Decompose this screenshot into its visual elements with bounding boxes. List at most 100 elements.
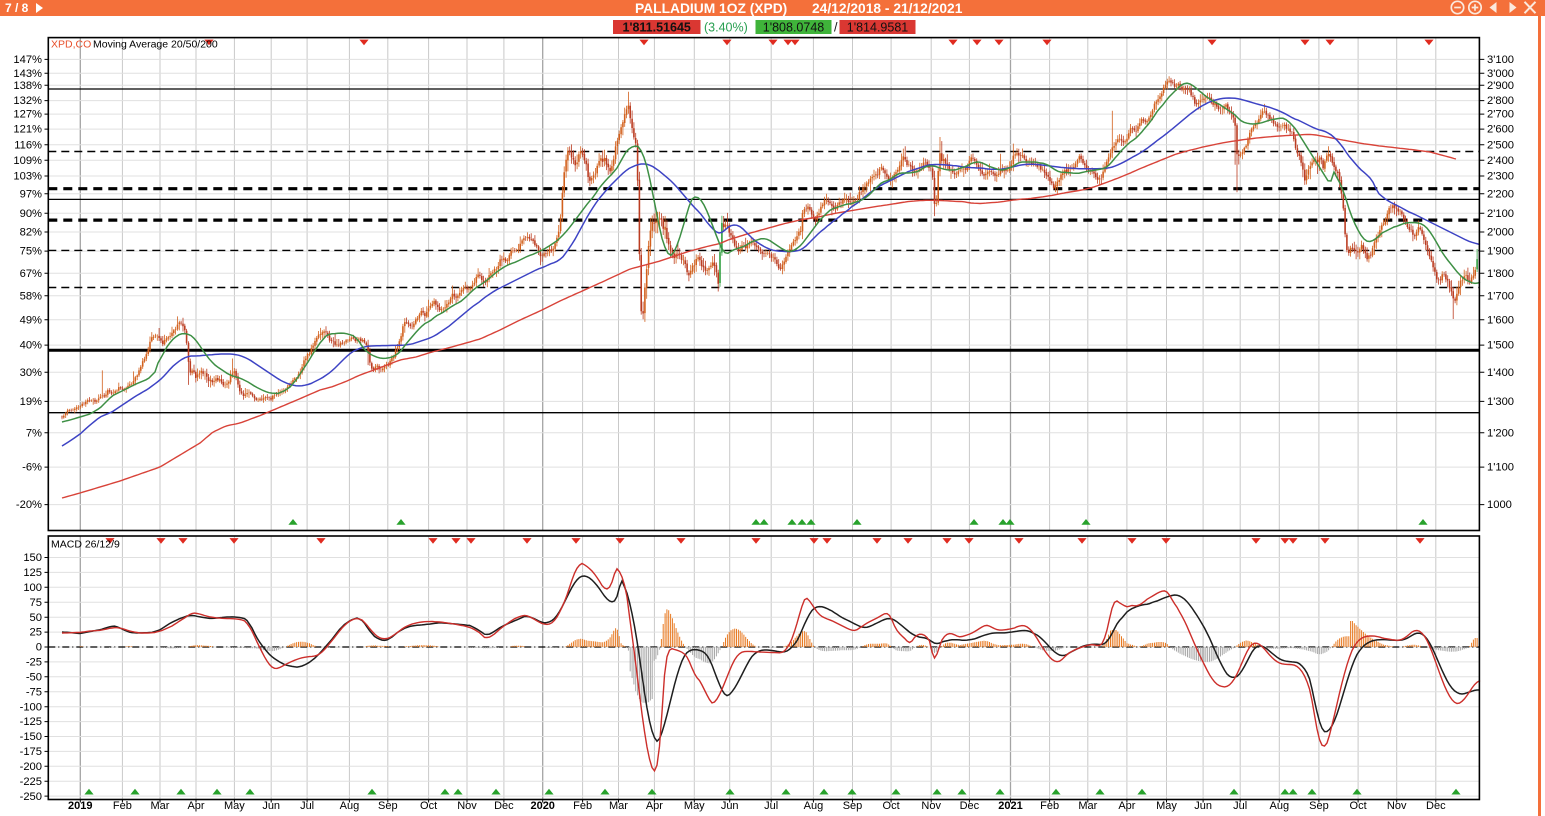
svg-text:116%: 116% — [14, 139, 42, 151]
svg-text:-125: -125 — [20, 716, 42, 728]
svg-text:50: 50 — [30, 612, 42, 624]
svg-text:2019: 2019 — [68, 800, 92, 812]
svg-text:49%: 49% — [20, 314, 42, 326]
svg-text:138%: 138% — [13, 80, 42, 92]
svg-text:Jul: Jul — [1233, 800, 1247, 812]
svg-text:(3.40%): (3.40%) — [704, 21, 748, 35]
svg-text:2'600: 2'600 — [1487, 124, 1514, 136]
svg-text:2020: 2020 — [530, 800, 554, 812]
svg-text:Aug: Aug — [340, 800, 360, 812]
svg-text:75%: 75% — [20, 246, 42, 258]
svg-text:May: May — [224, 800, 245, 812]
svg-text:90%: 90% — [20, 208, 42, 220]
svg-text:PALLADIUM 1OZ (XPD): PALLADIUM 1OZ (XPD) — [635, 1, 787, 16]
svg-text:30%: 30% — [20, 367, 42, 379]
svg-text:XPD,CO: XPD,CO — [51, 39, 91, 51]
svg-text:7 / 8: 7 / 8 — [5, 1, 29, 15]
svg-text:-75: -75 — [26, 686, 42, 698]
svg-text:0: 0 — [36, 642, 42, 654]
svg-text:Apr: Apr — [646, 800, 663, 812]
svg-text:150: 150 — [23, 552, 42, 564]
svg-text:Mar: Mar — [609, 800, 628, 812]
svg-text:Jun: Jun — [1194, 800, 1212, 812]
svg-text:-100: -100 — [20, 701, 42, 713]
svg-text:Jul: Jul — [300, 800, 314, 812]
svg-text:3'100: 3'100 — [1487, 54, 1514, 66]
svg-text:1'808.0748: 1'808.0748 — [763, 21, 825, 35]
svg-text:Feb: Feb — [1040, 800, 1059, 812]
svg-text:2021: 2021 — [998, 800, 1022, 812]
svg-text:1'600: 1'600 — [1487, 314, 1514, 326]
svg-text:143%: 143% — [13, 68, 42, 80]
svg-text:58%: 58% — [20, 290, 42, 302]
svg-text:-200: -200 — [20, 761, 42, 773]
svg-text:67%: 67% — [20, 268, 42, 280]
svg-text:1'900: 1'900 — [1487, 246, 1514, 258]
svg-text:-225: -225 — [20, 776, 42, 788]
svg-text:1'700: 1'700 — [1487, 290, 1514, 302]
svg-text:Nov: Nov — [921, 800, 941, 812]
svg-text:2'100: 2'100 — [1487, 208, 1514, 220]
svg-text:Jun: Jun — [721, 800, 739, 812]
svg-text:2'900: 2'900 — [1487, 80, 1514, 92]
svg-text:147%: 147% — [13, 54, 42, 66]
svg-text:May: May — [1156, 800, 1177, 812]
svg-text:Moving Average 20/50/200: Moving Average 20/50/200 — [93, 39, 218, 51]
svg-text:1000: 1000 — [1487, 499, 1512, 511]
svg-text:2'400: 2'400 — [1487, 155, 1514, 167]
svg-text:19%: 19% — [20, 396, 42, 408]
svg-text:100: 100 — [23, 582, 42, 594]
svg-text:82%: 82% — [20, 227, 42, 239]
svg-text:132%: 132% — [13, 95, 42, 107]
svg-text:Aug: Aug — [804, 800, 824, 812]
svg-text:MACD 26/12/9: MACD 26/12/9 — [51, 539, 120, 551]
svg-text:1'814.9581: 1'814.9581 — [847, 21, 909, 35]
svg-text:Nov: Nov — [457, 800, 477, 812]
svg-text:2'300: 2'300 — [1487, 171, 1514, 183]
svg-text:Apr: Apr — [187, 800, 204, 812]
svg-text:Oct: Oct — [1350, 800, 1367, 812]
svg-text:May: May — [684, 800, 705, 812]
svg-text:Oct: Oct — [420, 800, 437, 812]
svg-text:3'000: 3'000 — [1487, 68, 1514, 80]
svg-text:Oct: Oct — [883, 800, 900, 812]
svg-text:1'800: 1'800 — [1487, 268, 1514, 280]
svg-text:Dec: Dec — [494, 800, 514, 812]
svg-text:1'400: 1'400 — [1487, 367, 1514, 379]
svg-text:127%: 127% — [13, 109, 42, 121]
svg-text:Feb: Feb — [573, 800, 592, 812]
svg-text:-250: -250 — [20, 791, 42, 803]
svg-text:/: / — [834, 21, 838, 35]
svg-text:-150: -150 — [20, 731, 42, 743]
svg-text:1'500: 1'500 — [1487, 340, 1514, 352]
svg-text:-25: -25 — [26, 657, 42, 669]
svg-text:25: 25 — [30, 627, 42, 639]
svg-text:2'500: 2'500 — [1487, 139, 1514, 151]
svg-text:Sep: Sep — [1309, 800, 1329, 812]
svg-text:7%: 7% — [26, 427, 42, 439]
svg-text:Mar: Mar — [1078, 800, 1097, 812]
svg-text:Dec: Dec — [1426, 800, 1446, 812]
svg-text:-50: -50 — [26, 671, 42, 683]
svg-text:125: 125 — [23, 567, 42, 579]
svg-text:-175: -175 — [20, 746, 42, 758]
svg-text:121%: 121% — [13, 124, 42, 136]
svg-text:2'700: 2'700 — [1487, 109, 1514, 121]
svg-text:Apr: Apr — [1118, 800, 1135, 812]
svg-text:1'200: 1'200 — [1487, 427, 1514, 439]
svg-text:Dec: Dec — [960, 800, 980, 812]
svg-text:2'000: 2'000 — [1487, 227, 1514, 239]
svg-text:109%: 109% — [13, 155, 42, 167]
svg-text:Sep: Sep — [843, 800, 863, 812]
svg-text:Jun: Jun — [262, 800, 280, 812]
svg-text:2'200: 2'200 — [1487, 188, 1514, 200]
svg-text:Nov: Nov — [1387, 800, 1407, 812]
svg-text:2'800: 2'800 — [1487, 95, 1514, 107]
svg-text:-6%: -6% — [22, 462, 42, 474]
svg-text:97%: 97% — [20, 188, 42, 200]
svg-text:75: 75 — [30, 597, 42, 609]
svg-text:Feb: Feb — [113, 800, 132, 812]
svg-text:Sep: Sep — [378, 800, 398, 812]
svg-text:Aug: Aug — [1270, 800, 1290, 812]
svg-text:Jul: Jul — [764, 800, 778, 812]
